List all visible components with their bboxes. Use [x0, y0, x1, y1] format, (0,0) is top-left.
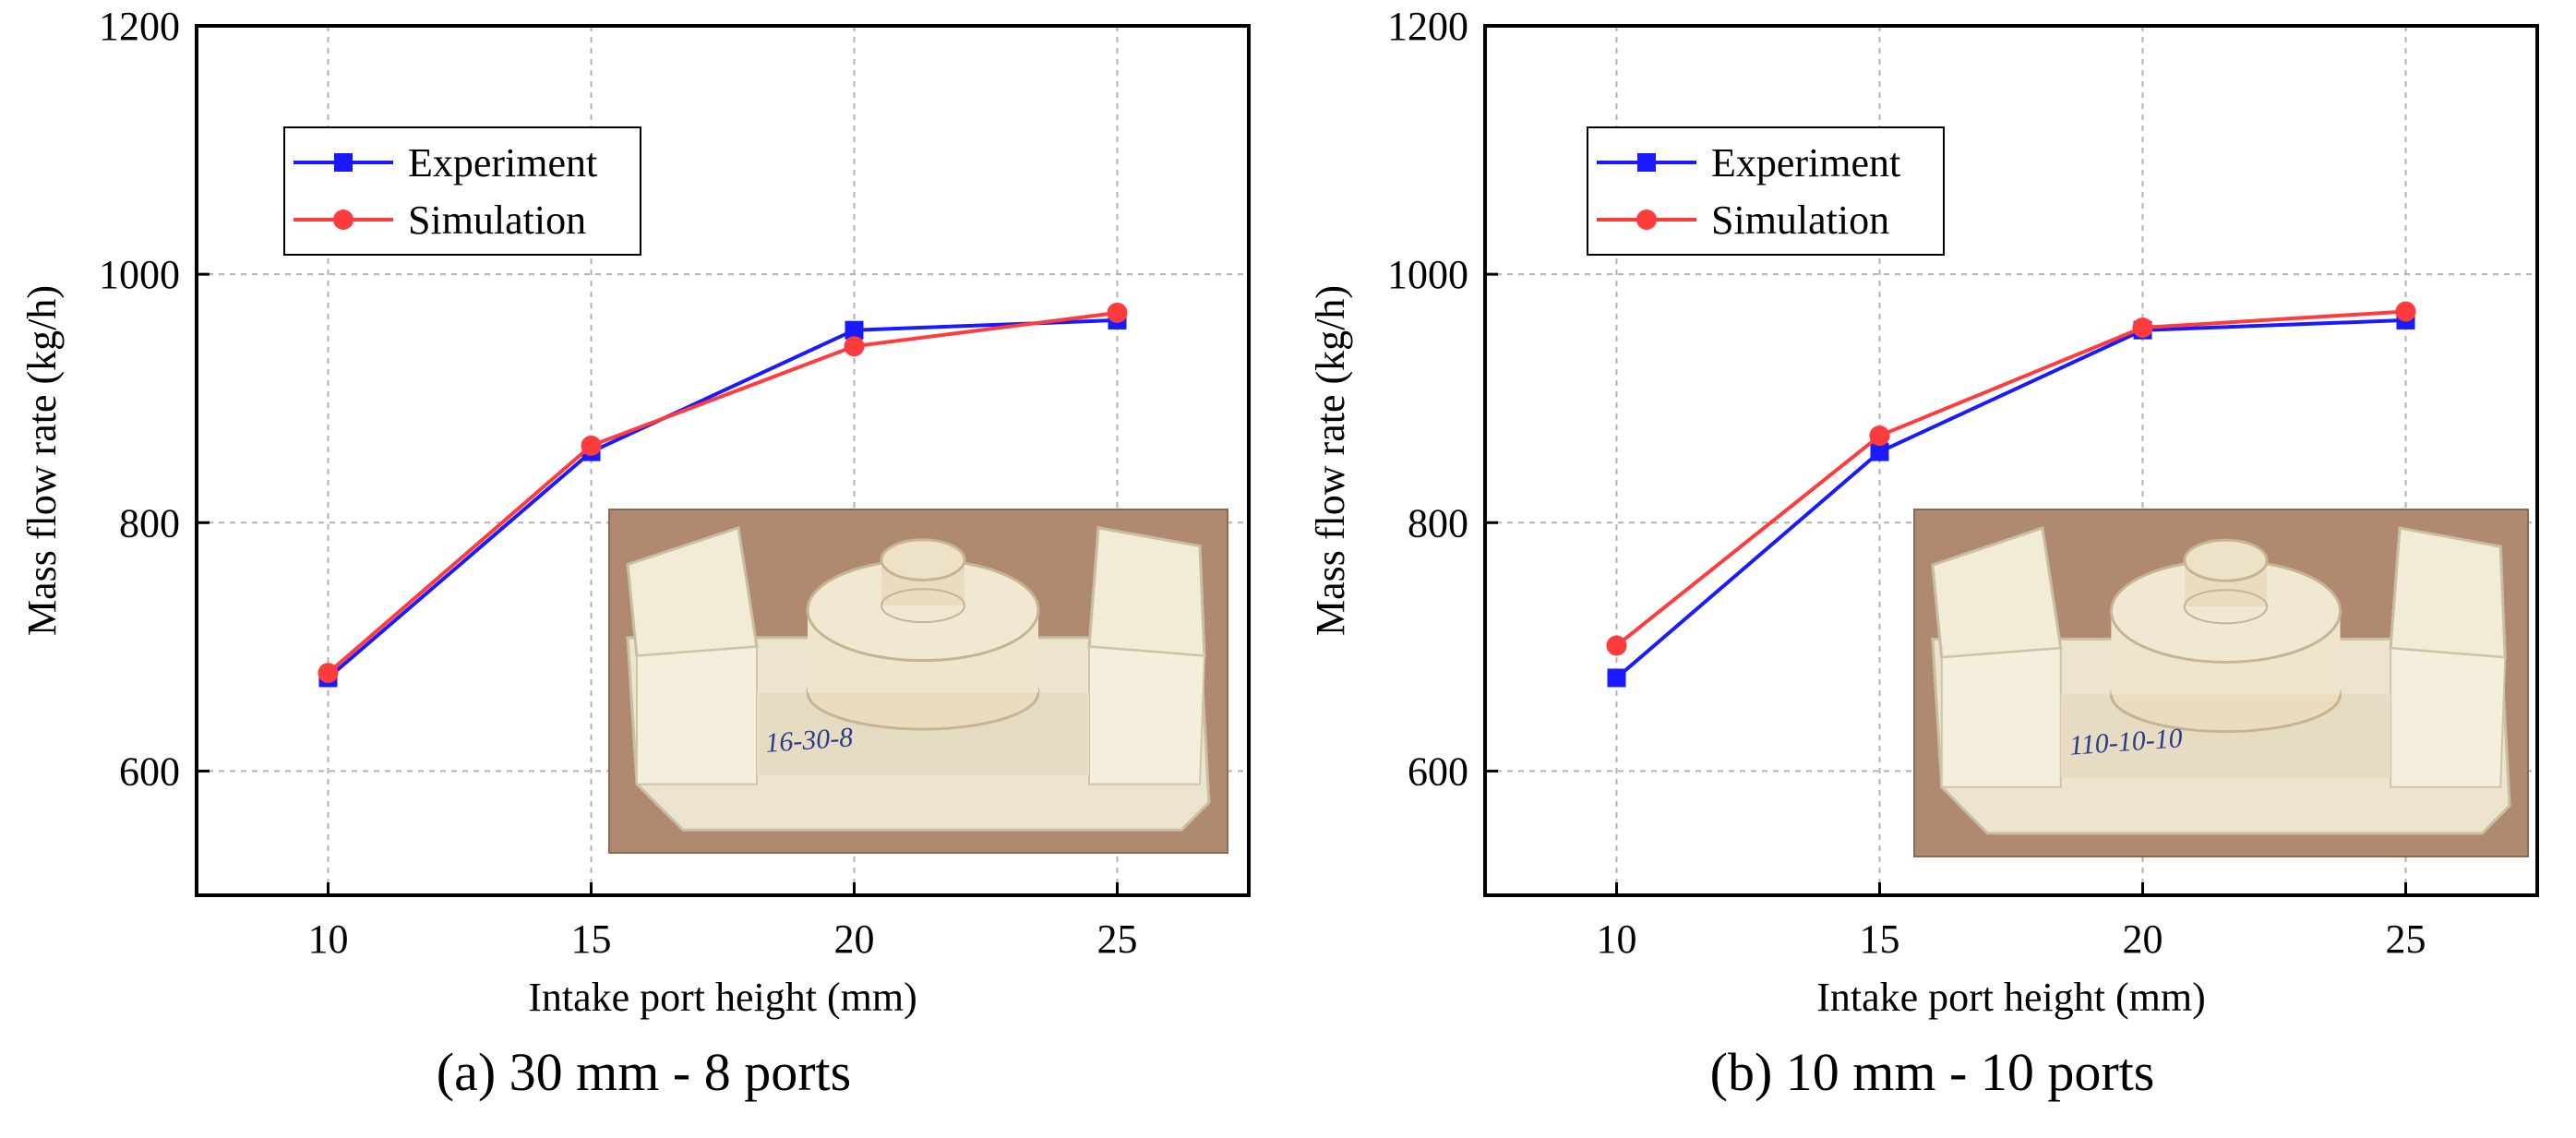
- y-tick-label: 1200: [1387, 4, 1468, 49]
- data-point-simulation: [318, 663, 339, 684]
- chart-a-caption: (a) 30 mm - 8 ports: [436, 1042, 852, 1102]
- inset-photo: 110-10-10: [1913, 509, 2529, 857]
- y-tick-label: 1200: [99, 4, 180, 49]
- axes-frame: [195, 24, 1251, 897]
- x-tick-label: 10: [308, 916, 349, 962]
- legend-label-experiment: Experiment: [408, 140, 597, 186]
- legend-marker-simulation: [1636, 210, 1657, 230]
- inset-photo-left-face: [1940, 647, 2062, 788]
- inset-photo-frame: [1913, 509, 2529, 857]
- series-line-experiment: [327, 317, 1118, 680]
- y-tick-label: 600: [1408, 749, 1468, 794]
- data-point-simulation: [1606, 635, 1627, 656]
- data-point-simulation: [844, 336, 865, 357]
- series-line-simulation: [1615, 309, 2406, 648]
- inset-photo: 16-30-8: [608, 509, 1228, 854]
- y-tick-label: 800: [1408, 500, 1468, 545]
- inset-photo-hub-top: [2183, 538, 2269, 582]
- data-point-simulation: [1869, 425, 1890, 447]
- y-axis-title: Mass flow rate (kg/h): [19, 285, 65, 636]
- x-tick-label: 25: [2386, 916, 2426, 962]
- chart-b: 110-10-10 10 15 20 25 600 800 1000 1200 Intake po…: [1308, 4, 2539, 1020]
- legend-marker-simulation: [333, 210, 353, 230]
- chart-panel-a: 16-30-8 10 15 20 25 600 800 1000 1200 Intake port…: [19, 4, 1251, 1102]
- legend-label-experiment: Experiment: [1711, 140, 1900, 186]
- y-tick-label: 800: [119, 500, 180, 545]
- legend-label-simulation: Simulation: [408, 198, 586, 243]
- chart-a: 16-30-8 10 15 20 25 600 800 1000 1200 Intake port…: [19, 4, 1251, 1020]
- data-point-simulation: [2132, 317, 2153, 339]
- inset-photo-right-face: [1088, 645, 1206, 785]
- legend-marker-experiment: [334, 153, 353, 172]
- x-tick-label: 25: [1097, 916, 1138, 962]
- legend-label-simulation: Simulation: [1711, 198, 1889, 243]
- data-point-experiment: [845, 320, 864, 340]
- inset-photo-hub-base: [2183, 589, 2269, 625]
- x-tick-label: 20: [2123, 916, 2163, 962]
- legend-box: [283, 126, 641, 256]
- data-point-experiment: [1607, 668, 1626, 688]
- series-line-experiment: [1615, 317, 2406, 680]
- inset-photo-hub-base: [881, 588, 965, 624]
- x-tick-label: 15: [571, 916, 612, 962]
- data-point-simulation: [581, 435, 602, 456]
- x-tick-label: 15: [1860, 916, 1900, 962]
- x-tick-label: 10: [1597, 916, 1637, 962]
- axes-frame: [1483, 24, 2539, 897]
- data-point-experiment: [1870, 442, 1889, 461]
- x-axis-title: Intake port height (mm): [528, 975, 917, 1020]
- chart-panel-b: 110-10-10 10 15 20 25 600 800 1000 1200 Intake po…: [1288, 0, 2576, 1138]
- legend-box: [1587, 126, 1945, 256]
- y-tick-label: 600: [119, 749, 180, 794]
- inset-photo-right-wall: [1087, 526, 1206, 658]
- inset-photo-handwritten-label: 16-30-8: [764, 722, 854, 759]
- y-axis-title: Mass flow rate (kg/h): [1308, 285, 1353, 636]
- inset-photo-right-wall: [2389, 526, 2507, 660]
- inset-photo-left-face: [636, 645, 758, 785]
- x-axis-title: Intake port height (mm): [1816, 975, 2206, 1020]
- data-point-simulation: [2395, 301, 2416, 322]
- x-tick-label: 20: [834, 916, 875, 962]
- inset-photo-hub-top: [880, 538, 966, 581]
- y-tick-label: 1000: [99, 252, 180, 297]
- inset-photo-frame: [608, 509, 1228, 854]
- legend-marker-experiment: [1637, 153, 1656, 172]
- series-line-simulation: [327, 310, 1118, 675]
- chart-b-caption: (b) 10 mm - 10 ports: [1709, 1042, 2155, 1102]
- inset-photo-right-face: [2390, 647, 2507, 788]
- y-tick-label: 1000: [1387, 252, 1468, 297]
- data-point-simulation: [1107, 302, 1128, 323]
